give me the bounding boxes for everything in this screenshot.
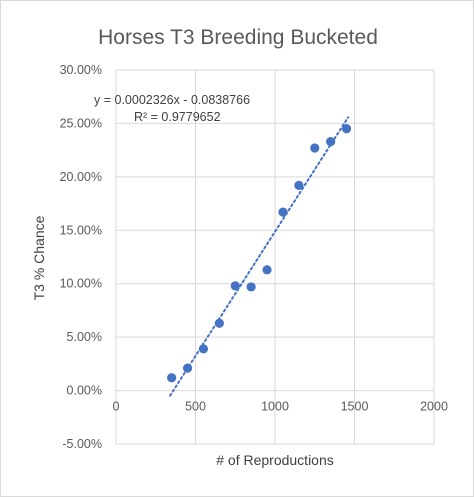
y-tick-label: 15.00%	[60, 223, 102, 237]
data-point	[341, 124, 352, 134]
data-point	[326, 136, 336, 147]
y-axis-label: T3 % Chance	[31, 215, 47, 300]
y-tick-label: 30.00%	[60, 63, 102, 77]
data-point	[167, 373, 177, 383]
y-tick-label: 10.00%	[60, 277, 102, 291]
trendline-r-squared: R² = 0.9779652	[134, 110, 221, 124]
data-point	[278, 207, 288, 217]
data-point	[198, 344, 209, 354]
data-point	[262, 265, 272, 275]
y-tick-label: 0.00%	[67, 384, 102, 398]
data-point	[246, 282, 256, 292]
x-tick-label: 500	[185, 400, 206, 414]
gridlines	[115, 69, 435, 445]
data-points	[167, 124, 352, 383]
x-tick-label: 2000	[420, 400, 448, 414]
x-tick-label: 1500	[341, 400, 369, 414]
data-point	[310, 143, 320, 153]
data-point	[294, 180, 304, 191]
y-tick-label: -5.00%	[62, 437, 102, 451]
y-tick-label: 25.00%	[60, 116, 102, 130]
data-point	[214, 318, 224, 328]
trendline	[169, 116, 350, 397]
x-axis-label: # of Reproductions	[216, 452, 334, 468]
x-tick-labels: 0 500 1000 1500 2000	[113, 400, 448, 414]
chart-title: Horses T3 Breeding Bucketed	[98, 26, 378, 49]
trendline-equation: y = 0.0002326x - 0.0838766	[94, 93, 250, 107]
y-tick-labels: -5.00% 0.00% 5.00% 10.00% 15.00% 20.00% 25.00%…	[60, 63, 102, 451]
y-tick-label: 20.00%	[60, 170, 102, 184]
x-tick-label: 1000	[261, 400, 289, 414]
data-point	[230, 281, 240, 291]
y-tick-label: 5.00%	[67, 330, 102, 344]
data-point	[182, 363, 193, 373]
x-tick-label: 0	[113, 400, 120, 414]
